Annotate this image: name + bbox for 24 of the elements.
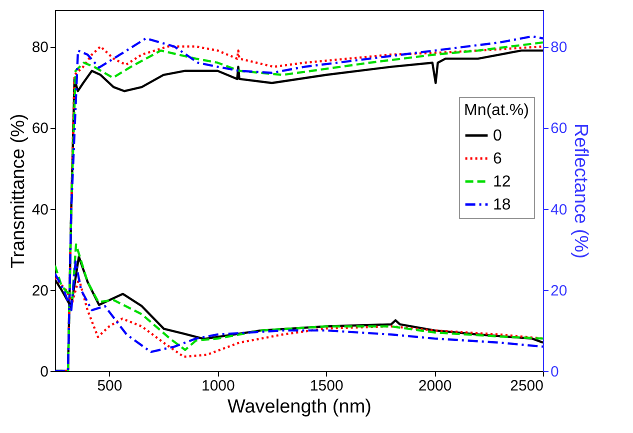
y-tick-label: 60 [32,120,48,138]
y2-tick-label: 60 [550,120,568,138]
y-axis-title: Transmittance (%) [8,114,29,268]
y2-tick-label: 0 [550,364,559,380]
x-tick-label: 2500 [510,378,544,394]
x-axis-title: Wavelength (nm) [228,396,372,418]
legend-title: Mn(at.%) [464,102,529,119]
y2-tick-label: 20 [550,282,568,300]
legend-label: 0 [493,128,502,144]
x-tick-label: 1000 [201,378,235,394]
y-tick-label: 40 [32,201,48,218]
line-series [55,276,543,358]
y2-tick-label: 80 [550,39,568,56]
legend-label: 12 [493,174,511,190]
legend-label: 18 [493,196,511,214]
legend-label: 6 [493,150,502,168]
y2-axis-title: Reflectance (%) [570,123,592,259]
y-tick-label: 0 [40,364,48,380]
y2-tick-label: 40 [550,201,568,218]
x-tick-label: 1500 [310,378,344,394]
x-tick-label: 500 [97,378,122,394]
y-tick-label: 20 [32,282,48,300]
y-tick-label: 80 [32,39,48,56]
x-tick-label: 2000 [418,378,452,394]
